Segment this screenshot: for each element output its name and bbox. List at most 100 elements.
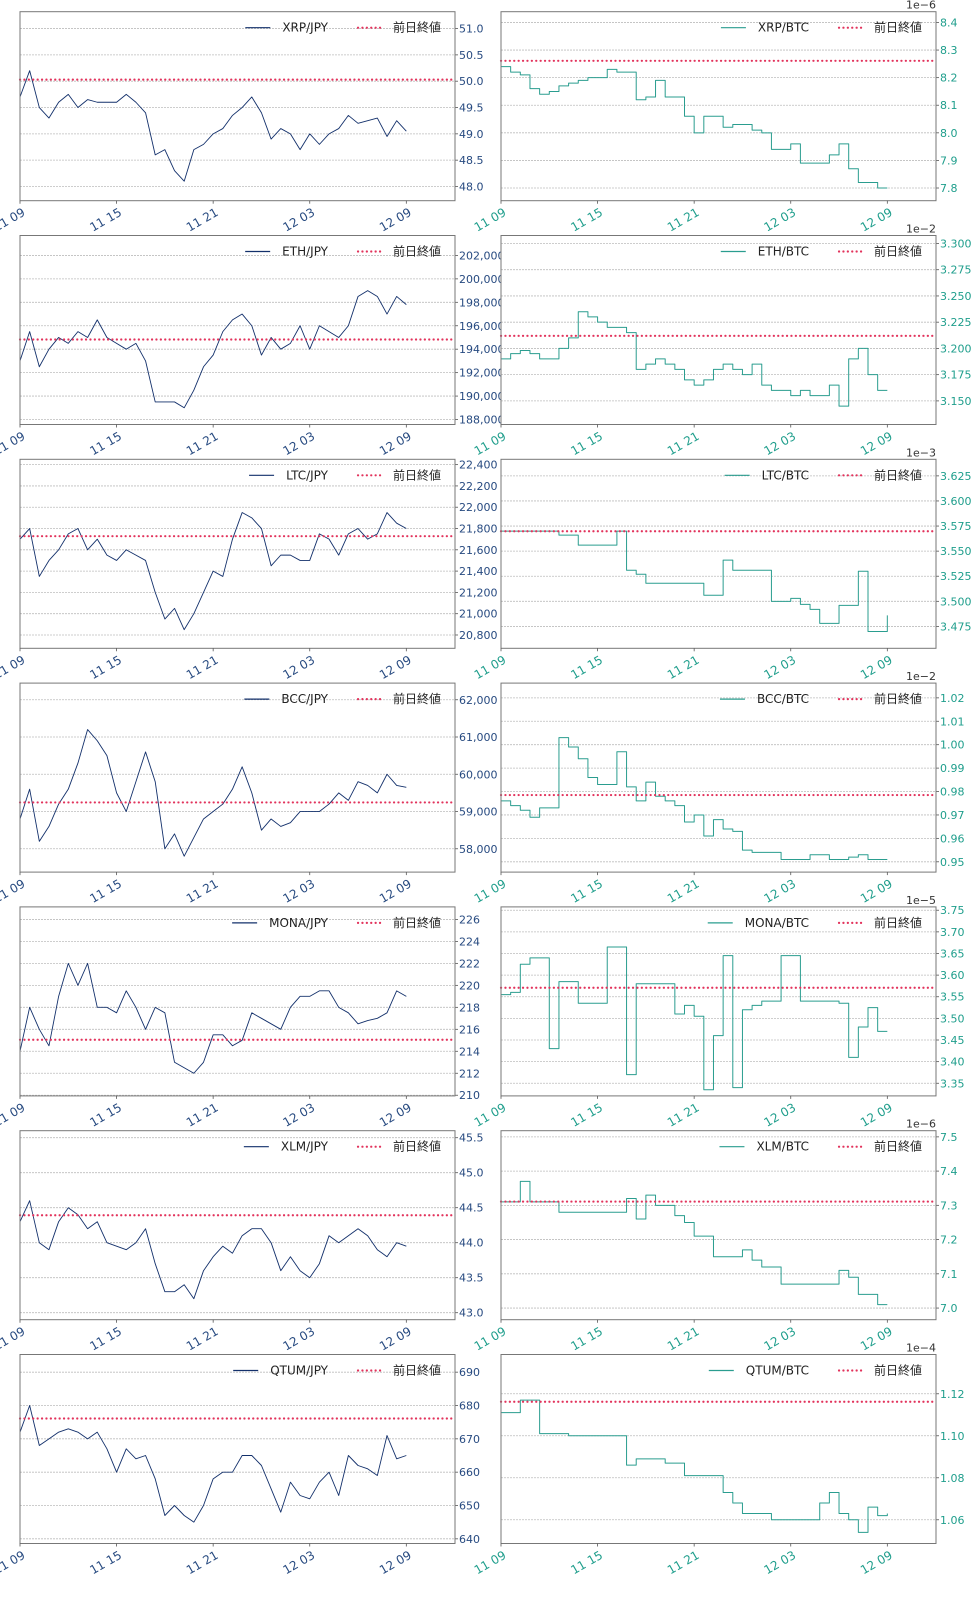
chart-qtum-btc: 1.06 1.08 1.10 1.12 11 09 11 15 11 21 12 03 12 0…	[472, 1342, 965, 1578]
x-tick-label: 11 15	[568, 1324, 605, 1353]
y-tick-label: 3.525	[940, 570, 971, 583]
x-tick-label: 12 03	[280, 429, 317, 458]
y-tick-label: 7.0	[940, 1302, 958, 1315]
axis-offset-label: 1e−2	[906, 223, 936, 236]
y-tick-label: 3.225	[940, 316, 971, 329]
x-tick-label: 11 15	[87, 429, 124, 458]
x-tick-label: 11 15	[87, 877, 124, 906]
x-tick-label: 12 09	[377, 653, 414, 682]
y-tick-label: 8.0	[940, 127, 958, 140]
series-line	[501, 311, 888, 407]
legend-prev-close-label: 前日終値	[874, 1139, 922, 1154]
x-tick-label: 11 09	[0, 1324, 28, 1353]
x-tick-label: 11 15	[87, 1548, 124, 1577]
legend: 前日終値 XLM/JPY	[243, 1139, 441, 1154]
series-line	[19, 70, 407, 182]
y-tick-label: 7.3	[940, 1199, 958, 1212]
y-tick-label: 3.625	[940, 470, 971, 483]
y-tick-label: 21,400	[459, 565, 498, 578]
y-tick-label: 22,400	[459, 459, 498, 472]
x-tick-label: 11 21	[184, 205, 221, 234]
plot-frame	[19, 906, 456, 1097]
legend: 前日終値 ETH/JPY	[245, 244, 441, 259]
y-tick-label: 61,000	[459, 731, 498, 744]
x-tick-label: 12 09	[377, 1324, 414, 1353]
plot-frame	[19, 11, 456, 202]
y-tick-label: 640	[459, 1533, 480, 1546]
legend-series-label: ETH/JPY	[282, 245, 328, 259]
y-tick-label: 21,000	[459, 608, 498, 621]
y-tick-label: 3.475	[940, 620, 971, 633]
x-tick-label: 11 09	[472, 205, 509, 234]
y-tick-label: 202,000	[459, 249, 505, 262]
x-tick-label: 11 21	[184, 1100, 221, 1129]
legend-prev-close-label: 前日終値	[393, 467, 441, 482]
x-tick-label: 12 03	[280, 1100, 317, 1129]
y-tick-label: 3.40	[940, 1056, 965, 1069]
plot-frame	[19, 1354, 456, 1544]
legend-series-label: MONA/JPY	[269, 916, 329, 930]
series-line	[19, 1405, 407, 1523]
y-tick-label: 196,000	[459, 320, 505, 333]
plot-area	[501, 906, 936, 1096]
x-tick-label: 11 15	[568, 653, 605, 682]
y-tick-label: 58,000	[459, 843, 498, 856]
plot-area	[20, 459, 455, 649]
y-tick-label: 1.06	[940, 1514, 965, 1527]
y-tick-label: 7.1	[940, 1268, 958, 1281]
plot-frame	[500, 1354, 937, 1544]
plot-area	[501, 11, 936, 201]
y-tick-label: 3.200	[940, 342, 971, 355]
x-tick-label: 11 21	[184, 1548, 221, 1577]
y-tick-label: 50.0	[459, 75, 484, 88]
y-tick-label: 45.0	[459, 1167, 484, 1180]
y-tick-label: 1.00	[940, 739, 965, 752]
x-tick-label: 11 09	[0, 429, 28, 458]
x-tick-label: 11 09	[472, 1100, 509, 1129]
y-tick-label: 1.10	[940, 1430, 965, 1443]
y-tick-label: 7.5	[940, 1131, 958, 1144]
y-tick-label: 22,200	[459, 480, 498, 493]
legend-series-label: MONA/BTC	[745, 916, 809, 930]
y-tick-label: 0.97	[940, 809, 965, 822]
x-tick-label: 12 03	[761, 1324, 798, 1353]
y-tick-label: 3.600	[940, 495, 971, 508]
chart-qtum-jpy: 640 650 660 670 680 690 11 09 11 15 11 21 12 03 12…	[0, 1354, 480, 1577]
x-tick-label: 12 03	[280, 877, 317, 906]
legend-series-label: ETH/BTC	[758, 245, 809, 259]
y-tick-label: 8.2	[940, 72, 958, 85]
y-tick-label: 48.0	[459, 180, 484, 193]
y-tick-label: 190,000	[459, 390, 505, 403]
axis-offset-label: 1e−3	[906, 446, 936, 459]
y-tick-label: 194,000	[459, 343, 505, 356]
y-tick-label: 49.0	[459, 128, 484, 141]
x-tick-label: 11 21	[665, 877, 702, 906]
series-line	[19, 512, 407, 631]
chart-bcc-btc: 0.95 0.96 0.97 0.98 0.99 1.00 1.01 1.02 11 09 11 …	[472, 670, 965, 906]
legend: 前日終値 XRP/JPY	[245, 20, 441, 35]
y-tick-label: 218	[459, 1001, 480, 1014]
y-tick-label: 48.5	[459, 154, 484, 167]
legend-prev-close-label: 前日終値	[874, 691, 922, 706]
chart-ltc-jpy: 20,800 21,000 21,200 21,400 21,600 21,800 22,0…	[0, 459, 498, 682]
y-tick-label: 200,000	[459, 273, 505, 286]
x-tick-label: 12 09	[858, 877, 895, 906]
y-tick-label: 51.0	[459, 23, 484, 36]
y-tick-label: 3.70	[940, 926, 965, 939]
y-tick-label: 21,800	[459, 523, 498, 536]
series-line	[19, 290, 407, 409]
x-tick-label: 11 09	[472, 1324, 509, 1353]
plot-area	[20, 1354, 455, 1544]
x-tick-label: 11 15	[568, 1548, 605, 1577]
legend: 前日終値 BCC/BTC	[719, 691, 922, 706]
y-tick-label: 1.12	[940, 1388, 965, 1401]
y-tick-label: 188,000	[459, 414, 505, 427]
y-tick-label: 7.2	[940, 1234, 958, 1247]
x-tick-label: 11 21	[184, 429, 221, 458]
y-tick-label: 3.65	[940, 947, 965, 960]
legend-series-label: QTUM/BTC	[746, 1364, 809, 1378]
y-tick-label: 1.02	[940, 692, 965, 705]
y-tick-label: 50.5	[459, 49, 484, 62]
y-tick-label: 670	[459, 1433, 480, 1446]
series-line	[501, 737, 888, 860]
